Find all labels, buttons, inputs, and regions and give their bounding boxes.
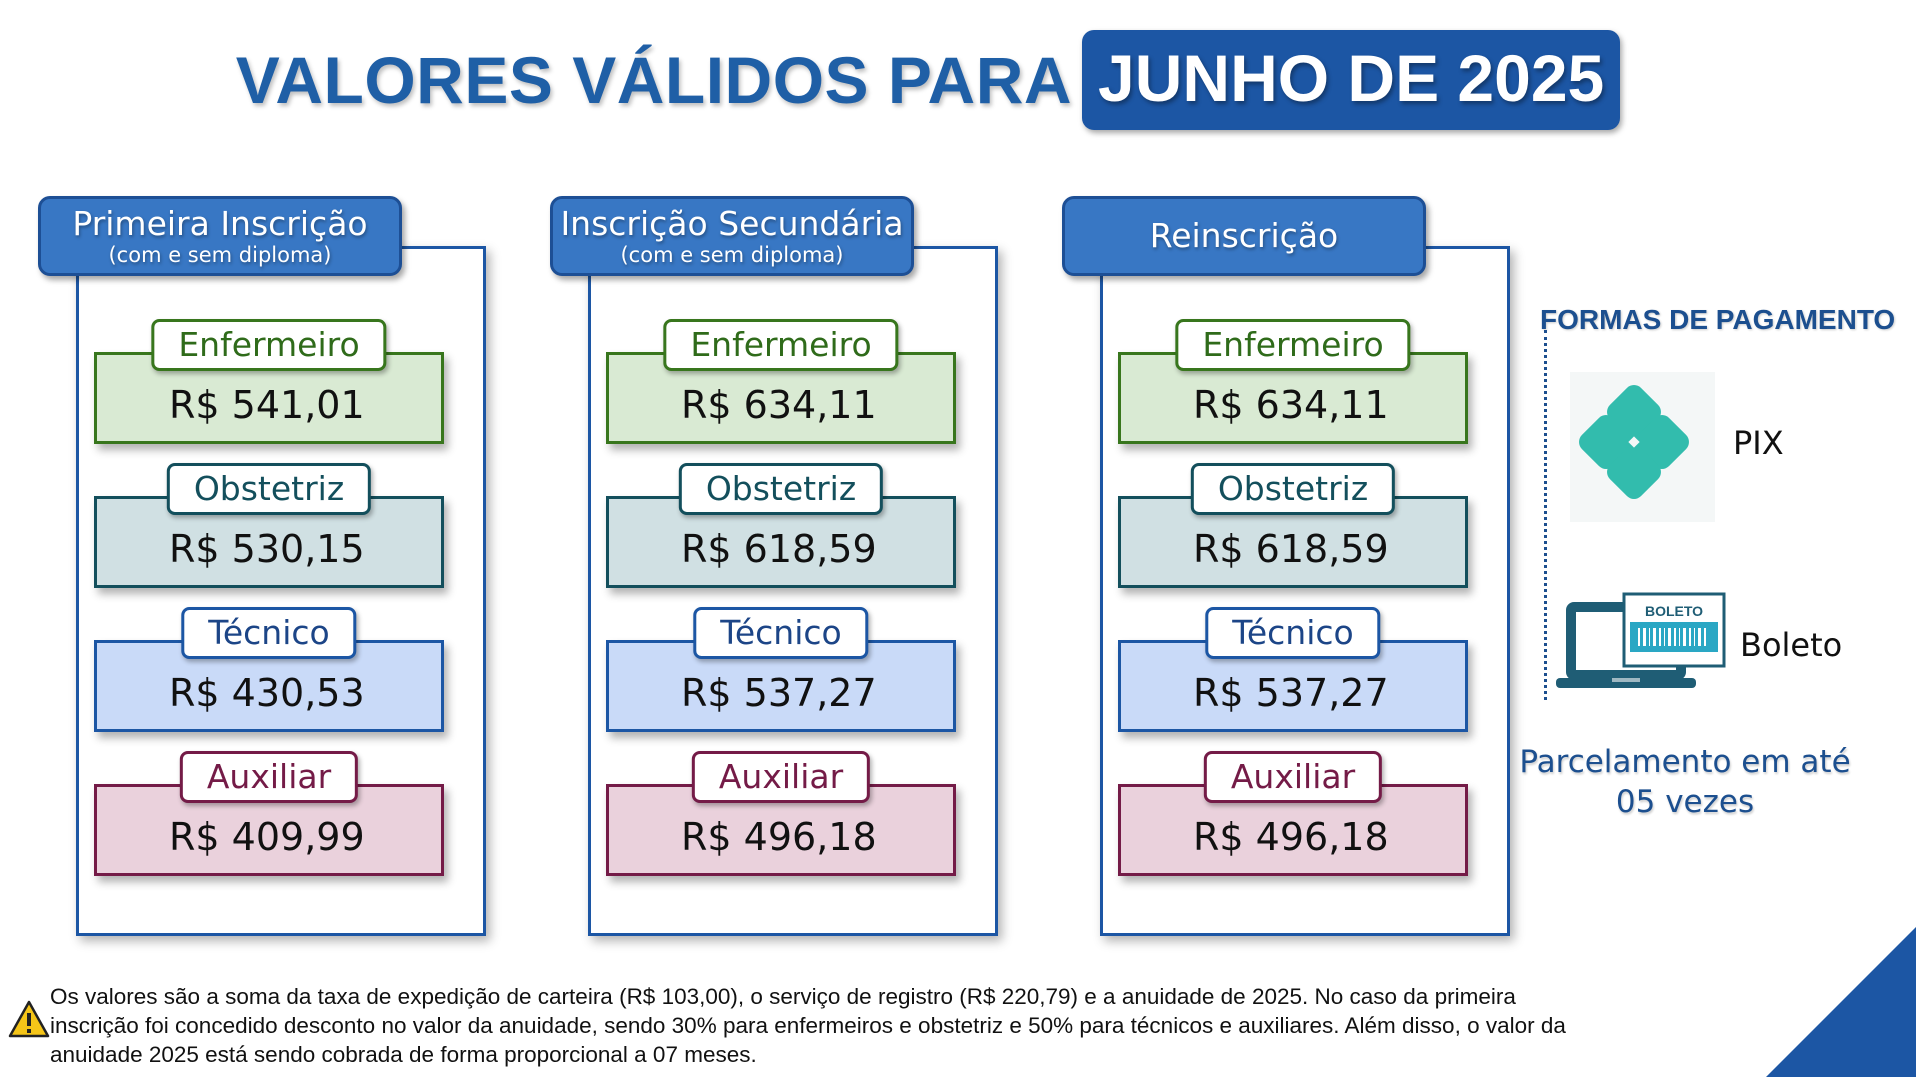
price-value: R$ 541,01 [169,383,365,427]
column-primeira-inscricao: Primeira Inscrição (com e sem diploma) E… [38,196,488,939]
boleto-label: Boleto [1740,626,1843,664]
price-label: Auxiliar [1203,751,1383,803]
title-highlight-box: JUNHO DE 2025 [1082,30,1621,130]
pix-label: PIX [1733,424,1784,462]
column-reinscricao: Reinscrição Enfermeiro R$ 634,11 Obstetr… [1062,196,1512,939]
price-card-tecnico: Técnico R$ 537,27 [606,607,956,732]
price-value: R$ 634,11 [1193,383,1389,427]
payment-title: FORMAS DE PAGAMENTO [1540,304,1896,335]
price-value: R$ 496,18 [681,815,877,859]
title-highlight: JUNHO DE 2025 [1098,41,1605,115]
column-header-title: Reinscrição [1149,216,1339,255]
price-card-enfermeiro: Enfermeiro R$ 634,11 [1118,319,1468,444]
price-label: Técnico [693,607,869,659]
price-label: Técnico [181,607,357,659]
column-inscricao-secundaria: Inscrição Secundária (com e sem diploma)… [550,196,1000,939]
column-header: Primeira Inscrição (com e sem diploma) [38,196,402,276]
price-card-auxiliar: Auxiliar R$ 496,18 [1118,751,1468,876]
price-label: Enfermeiro [151,319,387,371]
price-label: Obstetriz [1190,463,1396,515]
pix-icon [1570,372,1715,522]
price-value: R$ 618,59 [681,527,877,571]
price-value: R$ 430,53 [169,671,365,715]
price-label: Auxiliar [179,751,359,803]
price-value: R$ 530,15 [169,527,365,571]
title-main: VALORES VÁLIDOS PARA [235,43,1073,117]
price-label: Obstetriz [678,463,884,515]
warning-icon [8,1000,50,1042]
price-label: Técnico [1205,607,1381,659]
column-header-title: Primeira Inscrição [72,204,368,243]
price-value: R$ 409,99 [169,815,365,859]
price-value: R$ 537,27 [1193,671,1389,715]
price-value: R$ 496,18 [1193,815,1389,859]
price-card-tecnico: Técnico R$ 537,27 [1118,607,1468,732]
page-title: VALORES VÁLIDOS PARA JUNHO DE 2025 [0,24,1916,136]
price-card-enfermeiro: Enfermeiro R$ 634,11 [606,319,956,444]
corner-decoration [1766,927,1916,1077]
price-value: R$ 634,11 [681,383,877,427]
column-header-subtitle: (com e sem diploma) [108,243,332,267]
price-value: R$ 537,27 [681,671,877,715]
column-header-title: Inscrição Secundária [560,204,904,243]
price-card-auxiliar: Auxiliar R$ 496,18 [606,751,956,876]
price-value: R$ 618,59 [1193,527,1389,571]
price-label: Enfermeiro [663,319,899,371]
price-label: Obstetriz [166,463,372,515]
price-card-obstetriz: Obstetriz R$ 618,59 [1118,463,1468,588]
boleto-icon-text: BOLETO [1645,603,1703,619]
price-card-auxiliar: Auxiliar R$ 409,99 [94,751,444,876]
price-card-enfermeiro: Enfermeiro R$ 541,01 [94,319,444,444]
price-card-obstetriz: Obstetriz R$ 618,59 [606,463,956,588]
price-label: Enfermeiro [1175,319,1411,371]
price-label: Auxiliar [691,751,871,803]
payment-divider [1544,330,1547,700]
boleto-icon: BOLETO [1556,590,1726,704]
installments-text: Parcelamento em até 05 vezes [1519,744,1851,820]
column-header: Reinscrição [1062,196,1426,276]
price-card-tecnico: Técnico R$ 430,53 [94,607,444,732]
column-header: Inscrição Secundária (com e sem diploma) [550,196,914,276]
column-header-subtitle: (com e sem diploma) [620,243,844,267]
price-card-obstetriz: Obstetriz R$ 530,15 [94,463,444,588]
footnote: Os valores são a soma da taxa de expediç… [50,984,1566,1067]
